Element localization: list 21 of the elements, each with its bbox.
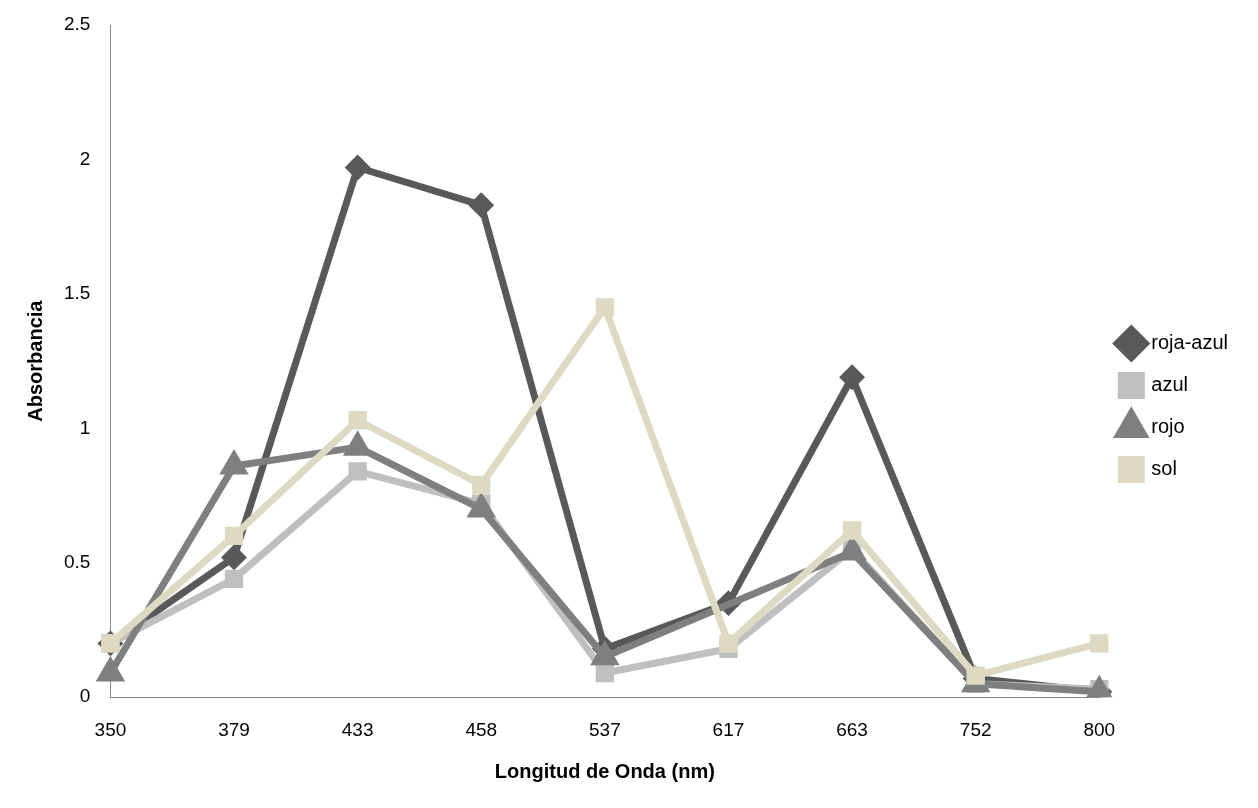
y-tick-label: 2.5 <box>63 13 91 35</box>
x-tick-label: 752 <box>959 718 992 740</box>
x-tick-label: 537 <box>589 718 621 740</box>
y-tick-label: 0 <box>79 685 91 707</box>
legend-label: sol <box>1151 457 1177 480</box>
y-tick-label: 1 <box>79 416 91 438</box>
x-tick-label: 663 <box>836 718 868 740</box>
y-tick-label: 2 <box>79 147 91 169</box>
y-axis-title: Absorbancia <box>23 299 46 422</box>
x-axis-title: Longitud de Onda (nm) <box>494 759 715 782</box>
legend-label: roja-azul <box>1151 331 1228 354</box>
y-tick-label: 0.5 <box>63 550 91 572</box>
x-tick-label: 350 <box>94 718 127 740</box>
y-tick-label: 1.5 <box>63 282 91 304</box>
x-tick-label: 433 <box>341 718 374 740</box>
legend-label: rojo <box>1151 415 1185 438</box>
x-tick-label: 458 <box>465 718 498 740</box>
x-tick-label: 379 <box>218 718 250 740</box>
legend-label: azul <box>1151 373 1188 396</box>
x-tick-label: 617 <box>712 718 745 740</box>
x-tick-label: 800 <box>1083 718 1116 740</box>
